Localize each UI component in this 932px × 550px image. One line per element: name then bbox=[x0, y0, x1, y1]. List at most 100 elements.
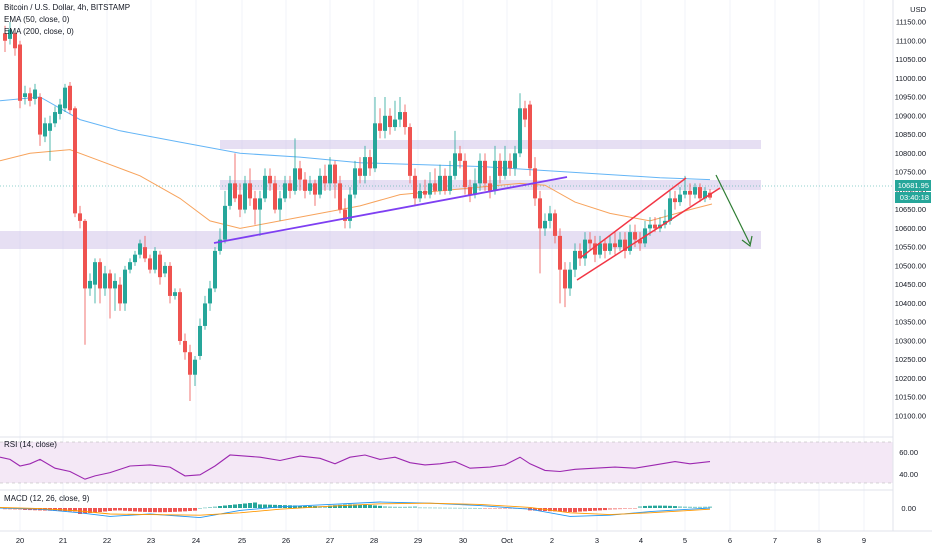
candle[interactable] bbox=[623, 232, 627, 259]
candle[interactable] bbox=[438, 164, 442, 195]
candle[interactable] bbox=[278, 190, 282, 221]
candle[interactable] bbox=[668, 190, 672, 225]
candle[interactable] bbox=[523, 100, 527, 128]
candle[interactable] bbox=[303, 172, 307, 199]
candle[interactable] bbox=[608, 235, 612, 255]
time-axis[interactable]: 20 21 22 23 24 25 26 27 28 29 30 Oct 2 3 4 5 6 7 8 9 bbox=[0, 530, 932, 545]
resistance-zone-upper[interactable] bbox=[220, 140, 761, 149]
candle[interactable] bbox=[508, 153, 512, 176]
candle[interactable] bbox=[338, 175, 342, 214]
candle[interactable] bbox=[308, 175, 312, 195]
candle[interactable] bbox=[3, 25, 7, 53]
candle[interactable] bbox=[13, 31, 17, 56]
candle[interactable] bbox=[233, 153, 237, 203]
candle[interactable] bbox=[423, 179, 427, 199]
candle[interactable] bbox=[363, 145, 367, 184]
candle[interactable] bbox=[448, 160, 452, 195]
candle[interactable] bbox=[518, 93, 522, 158]
candle[interactable] bbox=[458, 145, 462, 169]
channel-lower-line[interactable] bbox=[576, 187, 721, 281]
candle[interactable] bbox=[703, 187, 707, 203]
candle[interactable] bbox=[23, 85, 27, 105]
candle[interactable] bbox=[248, 168, 252, 206]
candle[interactable] bbox=[533, 157, 537, 206]
candle[interactable] bbox=[453, 130, 457, 180]
candle[interactable] bbox=[298, 160, 302, 191]
candle[interactable] bbox=[563, 262, 567, 308]
candle[interactable] bbox=[128, 258, 132, 274]
candle[interactable] bbox=[103, 265, 107, 296]
candle[interactable] bbox=[228, 175, 232, 210]
candle[interactable] bbox=[63, 83, 67, 113]
candle[interactable] bbox=[693, 183, 697, 199]
candle[interactable] bbox=[203, 295, 207, 330]
candle[interactable] bbox=[603, 239, 607, 259]
candle[interactable] bbox=[368, 149, 372, 176]
candle[interactable] bbox=[348, 187, 352, 229]
candle[interactable] bbox=[638, 232, 642, 251]
candle[interactable] bbox=[68, 82, 72, 114]
candle[interactable] bbox=[413, 168, 417, 206]
candle[interactable] bbox=[238, 183, 242, 218]
candle[interactable] bbox=[188, 344, 192, 401]
candle[interactable] bbox=[513, 145, 517, 176]
candle[interactable] bbox=[138, 239, 142, 259]
candle[interactable] bbox=[33, 83, 37, 105]
candle[interactable] bbox=[568, 262, 572, 296]
bearish-arrow[interactable] bbox=[715, 174, 753, 248]
candle[interactable] bbox=[698, 183, 702, 203]
candle[interactable] bbox=[498, 153, 502, 184]
candle[interactable] bbox=[488, 175, 492, 199]
candle[interactable] bbox=[98, 258, 102, 304]
candle[interactable] bbox=[583, 232, 587, 266]
candle[interactable] bbox=[418, 183, 422, 203]
rsi-legend[interactable]: RSI (14, close) bbox=[4, 440, 57, 449]
candle[interactable] bbox=[83, 219, 87, 345]
candle[interactable] bbox=[268, 168, 272, 191]
candle[interactable] bbox=[273, 175, 277, 214]
candle[interactable] bbox=[618, 232, 622, 251]
candle[interactable] bbox=[163, 262, 167, 278]
candle[interactable] bbox=[123, 265, 127, 311]
candle[interactable] bbox=[28, 87, 32, 107]
rsi-pane[interactable] bbox=[0, 436, 893, 484]
candle[interactable] bbox=[178, 288, 182, 345]
candle[interactable] bbox=[578, 243, 582, 266]
ascending-trendline[interactable] bbox=[213, 176, 568, 244]
candle[interactable] bbox=[383, 97, 387, 139]
candle[interactable] bbox=[493, 145, 497, 195]
candle[interactable] bbox=[118, 277, 122, 311]
ema50-legend[interactable]: EMA (50, close, 0) bbox=[4, 15, 70, 24]
candle[interactable] bbox=[293, 138, 297, 195]
candle[interactable] bbox=[158, 250, 162, 285]
candle[interactable] bbox=[538, 190, 542, 274]
candle[interactable] bbox=[108, 269, 112, 319]
candle[interactable] bbox=[398, 97, 402, 128]
candle[interactable] bbox=[208, 280, 212, 311]
candle[interactable] bbox=[143, 235, 147, 263]
candle[interactable] bbox=[8, 22, 12, 45]
candle[interactable] bbox=[673, 190, 677, 210]
candle[interactable] bbox=[433, 168, 437, 195]
candle[interactable] bbox=[263, 168, 267, 203]
support-zone[interactable] bbox=[0, 231, 761, 249]
candle[interactable] bbox=[318, 168, 322, 199]
candle[interactable] bbox=[483, 153, 487, 191]
candle[interactable] bbox=[388, 108, 392, 135]
candle[interactable] bbox=[353, 160, 357, 199]
candle[interactable] bbox=[288, 175, 292, 199]
candle[interactable] bbox=[613, 232, 617, 255]
candle[interactable] bbox=[38, 93, 42, 146]
candle[interactable] bbox=[548, 205, 552, 229]
candle[interactable] bbox=[333, 160, 337, 199]
candle[interactable] bbox=[58, 98, 62, 120]
candle[interactable] bbox=[443, 168, 447, 195]
candle[interactable] bbox=[283, 175, 287, 203]
candle[interactable] bbox=[193, 355, 197, 386]
candle[interactable] bbox=[588, 232, 592, 251]
candle[interactable] bbox=[573, 243, 577, 278]
candle[interactable] bbox=[113, 273, 117, 311]
macd-legend[interactable]: MACD (12, 26, close, 9) bbox=[4, 494, 90, 503]
candle[interactable] bbox=[88, 273, 92, 296]
